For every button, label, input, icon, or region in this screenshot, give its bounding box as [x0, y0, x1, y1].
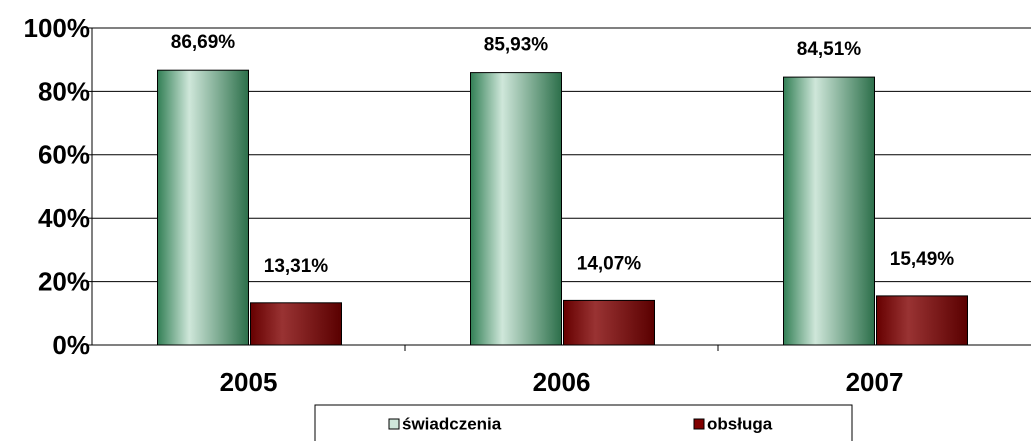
bar: [563, 299, 655, 346]
bar: [876, 295, 968, 346]
legend-swatch: [388, 418, 400, 430]
x-tick-label: 2007: [846, 367, 904, 397]
x-tick-label: 2005: [220, 367, 278, 397]
value-label: 84,51%: [797, 39, 862, 60]
value-label: 14,07%: [577, 253, 642, 274]
legend-box: [314, 404, 853, 441]
legend-label: obsługa: [707, 414, 773, 433]
y-tick-label: 60%: [38, 140, 90, 170]
legend-swatch: [693, 418, 705, 430]
bar: [250, 302, 342, 346]
value-label: 85,93%: [484, 35, 549, 56]
y-tick-label: 80%: [38, 76, 90, 106]
value-label: 13,31%: [264, 256, 329, 277]
bar: [783, 76, 875, 346]
x-tick-label: 2006: [533, 367, 591, 397]
y-tick-label: 0%: [52, 330, 90, 360]
y-tick-label: 20%: [38, 266, 90, 296]
value-label: 15,49%: [890, 249, 955, 270]
bar: [157, 69, 249, 346]
y-tick-label: 100%: [24, 13, 91, 43]
bar: [470, 72, 562, 346]
legend-label: świadczenia: [402, 414, 502, 433]
y-tick-label: 40%: [38, 203, 90, 233]
value-label: 86,69%: [171, 32, 236, 53]
